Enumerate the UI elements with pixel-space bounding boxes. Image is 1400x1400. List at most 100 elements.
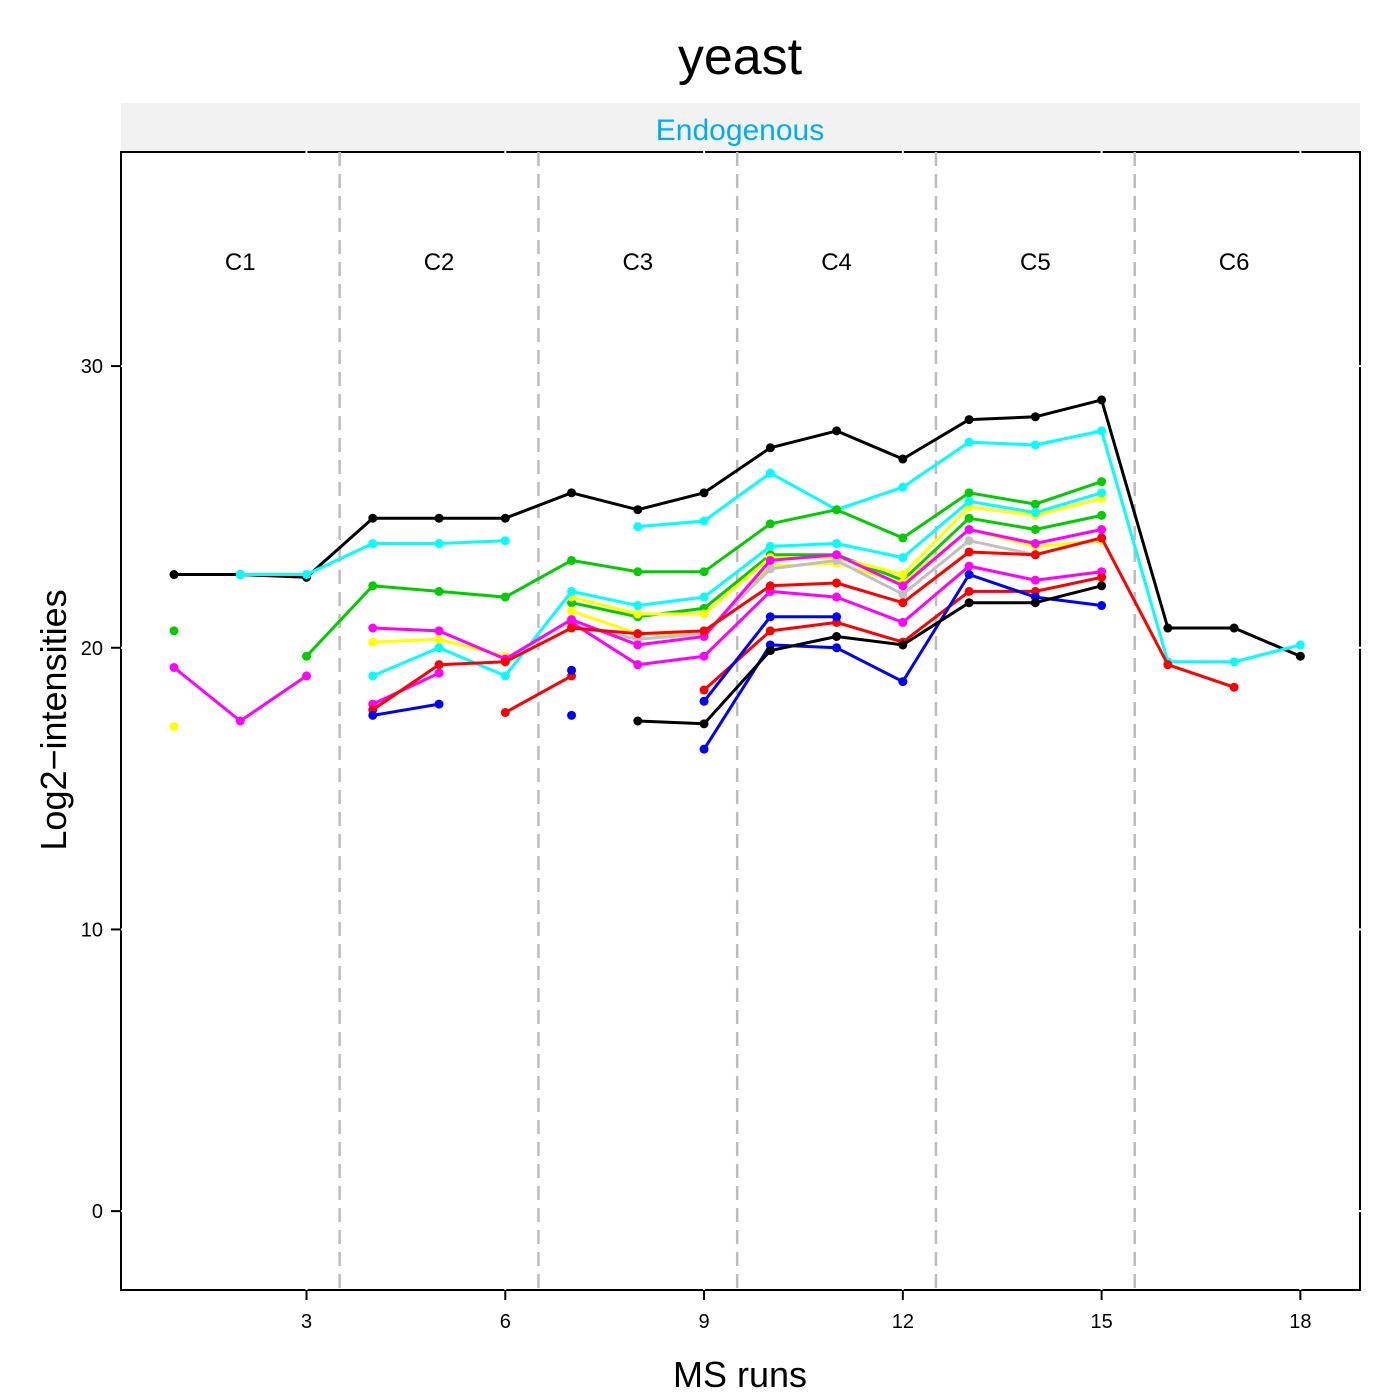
data-point	[1163, 660, 1173, 670]
data-point	[1229, 623, 1239, 633]
data-point	[699, 744, 709, 754]
data-point	[765, 612, 775, 622]
condition-label: C3	[622, 249, 653, 276]
data-point	[699, 488, 709, 498]
series-line	[173, 666, 308, 723]
data-point	[368, 539, 378, 549]
data-point	[1030, 539, 1040, 549]
data-point	[964, 415, 974, 425]
y-tick-label: 30	[81, 356, 103, 378]
data-point	[567, 606, 577, 616]
data-point	[368, 671, 378, 681]
data-point	[235, 716, 245, 726]
data-point	[633, 660, 643, 670]
data-point	[567, 488, 577, 498]
data-point	[1030, 550, 1040, 560]
data-point	[765, 541, 775, 551]
data-point	[500, 657, 510, 667]
data-point	[633, 601, 643, 611]
data-point	[964, 513, 974, 523]
x-tick-label: 9	[698, 1311, 709, 1333]
data-point	[1097, 488, 1107, 498]
data-point	[633, 505, 643, 515]
data-point	[765, 626, 775, 636]
data-point	[832, 426, 842, 436]
data-point	[964, 547, 974, 557]
data-point	[699, 719, 709, 729]
x-tick-label: 12	[892, 1311, 914, 1333]
data-point	[169, 662, 179, 672]
data-point	[964, 496, 974, 506]
panel-strip	[121, 103, 1360, 152]
data-point	[699, 567, 709, 577]
data-point	[434, 643, 444, 653]
panel-strip-label: Endogenous	[656, 114, 825, 147]
data-point	[964, 488, 974, 498]
condition-label: C5	[1020, 249, 1051, 276]
data-point	[434, 586, 444, 596]
data-point	[699, 685, 709, 695]
data-point	[1295, 640, 1305, 650]
data-point	[898, 482, 908, 492]
data-point	[633, 609, 643, 619]
data-point	[1097, 477, 1107, 487]
y-axis-title: Log2−intensities	[33, 589, 74, 850]
series-line	[372, 491, 1103, 678]
data-point	[434, 539, 444, 549]
data-point	[832, 643, 842, 653]
data-point	[368, 623, 378, 633]
series-line	[637, 584, 1102, 726]
data-point	[434, 699, 444, 709]
data-point	[567, 665, 577, 675]
x-tick-label: 6	[500, 1311, 511, 1333]
data-point	[368, 513, 378, 523]
data-point	[1097, 572, 1107, 582]
data-point	[832, 631, 842, 641]
data-point	[1097, 533, 1107, 543]
data-point	[1097, 601, 1107, 611]
data-point	[434, 634, 444, 644]
data-point	[832, 505, 842, 515]
data-point	[1030, 575, 1040, 585]
data-point	[1097, 426, 1107, 436]
data-point	[699, 626, 709, 636]
data-point	[898, 589, 908, 599]
data-point	[1229, 657, 1239, 667]
data-point	[765, 519, 775, 529]
data-point	[1097, 395, 1107, 405]
data-point	[964, 586, 974, 596]
data-point	[1030, 440, 1040, 450]
data-point	[633, 567, 643, 577]
data-point	[633, 522, 643, 532]
data-point	[964, 598, 974, 608]
data-point	[302, 651, 312, 661]
series-line	[372, 528, 1102, 661]
data-point	[699, 516, 709, 526]
data-point	[898, 553, 908, 563]
data-point	[765, 555, 775, 565]
data-point	[434, 660, 444, 670]
y-tick-label: 0	[92, 1201, 103, 1223]
data-point	[964, 561, 974, 571]
data-point	[500, 671, 510, 681]
data-point	[832, 550, 842, 560]
series-line	[371, 536, 1235, 711]
data-point	[1295, 651, 1305, 661]
data-point	[898, 581, 908, 591]
data-point	[567, 586, 577, 596]
data-point	[633, 629, 643, 639]
data-point	[169, 722, 179, 732]
condition-label: C6	[1219, 249, 1250, 276]
series-line	[372, 702, 440, 717]
data-point	[832, 592, 842, 602]
data-point	[964, 570, 974, 580]
data-point	[1030, 508, 1040, 518]
data-point	[1030, 598, 1040, 608]
data-point	[832, 612, 842, 622]
data-point	[964, 437, 974, 447]
data-point	[832, 539, 842, 549]
data-point	[964, 536, 974, 546]
x-tick-label: 18	[1289, 1311, 1311, 1333]
data-point	[765, 581, 775, 591]
